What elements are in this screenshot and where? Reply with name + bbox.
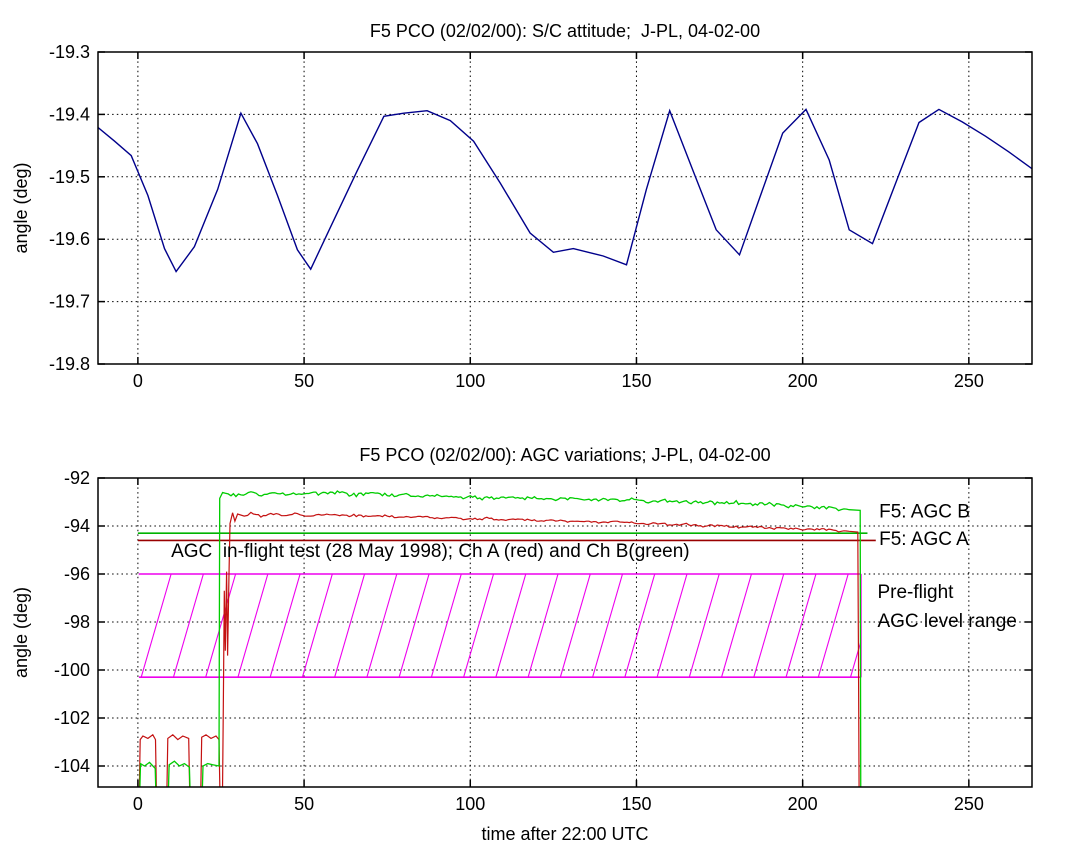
series-agc-ch-a-red [138,511,860,787]
chart-title-attitude: F5 PCO (02/02/00): S/C attitude; J-PL, 0… [370,21,760,41]
y-tick-label: -102 [54,708,90,728]
x-tick-label: 0 [133,794,143,814]
y-tick-label: -100 [54,660,90,680]
x-tick-label: 0 [133,371,143,391]
hatch-line [334,574,366,678]
x-tick-label: 50 [294,371,314,391]
hatch-line [269,574,301,678]
preflight-agc-hatch-region [138,574,862,678]
x-tick-label: 250 [954,371,984,391]
y-tick-label: -19.8 [49,354,90,374]
x-tick-label: 200 [788,794,818,814]
hatch-line [172,574,204,678]
hatch-line [527,574,559,678]
hatch-line [624,574,656,678]
hatch-line [366,574,398,678]
annotation-f5-agc-b-label: F5: AGC B [879,502,970,523]
hatch-line [398,574,430,678]
axis-ticks [98,477,1032,787]
y-tick-label: -19.7 [49,292,90,312]
hatch-line [430,574,462,678]
annotation-preflight-label-line1: Pre-flight [877,582,954,603]
annotation-inflight-test-note: AGC in-flight test (28 May 1998); Ch A (… [171,541,690,562]
x-axis-label: time after 22:00 UTC [481,824,648,844]
x-tick-label: 100 [455,371,485,391]
y-tick-label: -98 [64,612,90,632]
y-tick-label: -96 [64,564,90,584]
grid-lines [98,52,1032,364]
x-tick-label: 250 [954,794,984,814]
axis-ticks [98,51,1032,365]
hatch-line [849,638,862,678]
annotation-preflight-label-line2: AGC level range [877,611,1016,632]
series-sc-attitude-angle [98,108,1032,273]
hatch-line [205,574,237,678]
x-tick-label: 100 [455,794,485,814]
hatch-line [817,574,849,678]
y-tick-label: -19.4 [49,104,90,124]
y-tick-label: -92 [64,468,90,488]
hatch-line [592,574,624,678]
plot-box [97,477,1033,788]
hatch-line [140,574,172,678]
hatch-line [495,574,527,678]
y-tick-label: -104 [54,756,90,776]
x-tick-label: 200 [788,371,818,391]
chart-attitude: 0 50 100 150 200 250 -19.3 -19.4 -19.5 -19.6 -19.7… [11,21,1033,391]
x-tick-label: 150 [621,794,651,814]
chart-title-agc: F5 PCO (02/02/00): AGC variations; J-PL,… [359,445,770,465]
hatch-line [559,574,591,678]
x-tick-label: 50 [294,794,314,814]
hatch-line [753,574,785,678]
hatch-line [721,574,752,678]
chart-agc: 0 50 100 150 200 250 -92 -94 -96 -98 -100 -102 -104 F… [11,445,1033,844]
hatch-line [463,574,495,678]
hatch-line [688,574,720,678]
y-tick-label: -19.3 [49,42,90,62]
x-tick-label: 150 [621,371,651,391]
y-axis-label: angle (deg) [11,162,31,253]
hatch-line [785,574,817,678]
y-tick-label: -19.5 [49,167,90,187]
hatch-line [656,574,688,678]
y-tick-label: -94 [64,516,90,536]
series-agc-ch-b-green [139,490,862,787]
y-axis-label: angle (deg) [11,587,31,678]
annotation-f5-agc-a-label: F5: AGC A [879,529,969,550]
hatch-line [138,574,140,576]
y-tick-label: -19.6 [49,229,90,249]
hatch-line [237,574,269,678]
hatch-line [301,574,333,678]
grid-lines [98,478,1032,787]
plot-box [97,51,1033,365]
